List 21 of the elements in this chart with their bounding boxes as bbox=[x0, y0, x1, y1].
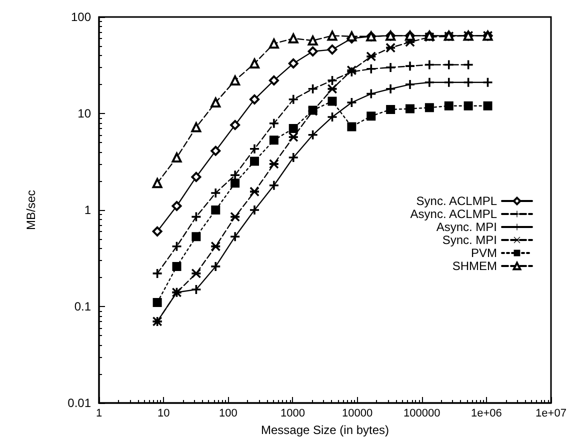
x-axis-title: Message Size (in bytes) bbox=[260, 422, 390, 437]
legend-label: PVM bbox=[470, 246, 497, 260]
y-tick-label: 0.1 bbox=[74, 300, 92, 314]
x-tick-label: 10 bbox=[157, 408, 170, 420]
y-tick-label: 10 bbox=[78, 106, 92, 120]
legend-label: SHMEM bbox=[452, 259, 497, 273]
legend-label: Sync. ACLMPL bbox=[416, 194, 498, 208]
x-tick-label: 1 bbox=[96, 408, 102, 420]
x-tick-label: 100 bbox=[218, 408, 238, 420]
y-tick-label: 100 bbox=[70, 10, 92, 24]
legend-label: Async. ACLMPL bbox=[410, 207, 498, 221]
x-tick-label: 1e+07 bbox=[536, 408, 566, 420]
x-tick-label: 100000 bbox=[404, 408, 440, 420]
y-tick-label: 0.01 bbox=[68, 396, 92, 410]
x-tick-label: 1000 bbox=[280, 408, 305, 420]
y-tick-label: 1 bbox=[84, 203, 92, 217]
y-axis-title: MB/sec bbox=[24, 190, 38, 230]
legend-label: Async. MPI bbox=[436, 220, 497, 234]
x-tick-label: 1e+06 bbox=[470, 408, 502, 420]
x-tick-label: 10000 bbox=[342, 408, 373, 420]
legend-label: Sync. MPI bbox=[442, 233, 497, 247]
